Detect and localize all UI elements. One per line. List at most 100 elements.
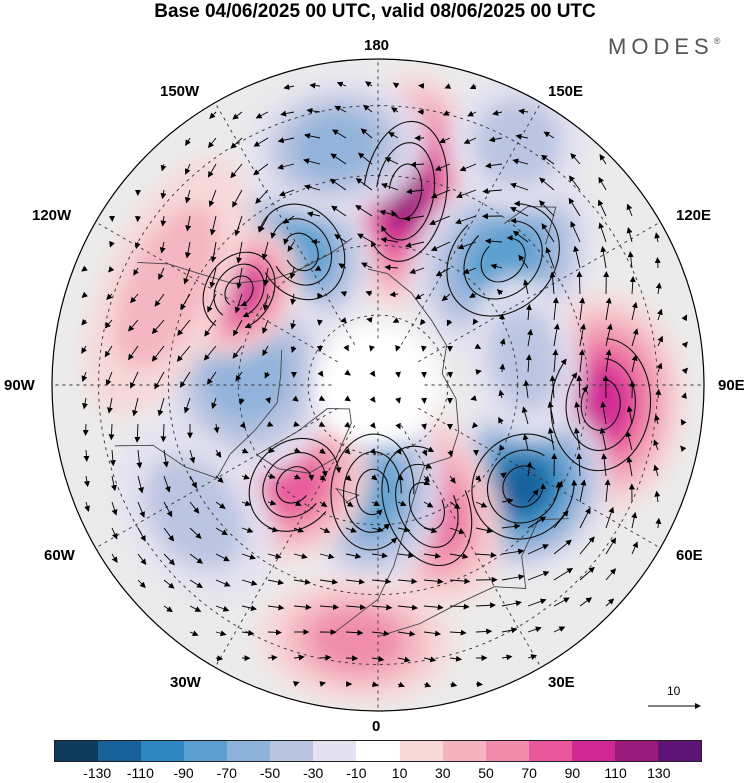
meridian-line bbox=[400, 425, 542, 668]
wind-arrow-icon bbox=[457, 241, 477, 250]
wind-arrow-icon bbox=[371, 552, 388, 559]
wind-arrow-icon bbox=[338, 263, 347, 270]
wind-arrow-icon bbox=[631, 301, 638, 321]
wind-arrow-icon bbox=[185, 137, 191, 146]
wind-arrow-icon bbox=[421, 345, 427, 352]
wind-arrow-icon bbox=[406, 188, 425, 195]
colorbar-tick-label: -130 bbox=[83, 765, 112, 781]
wind-arrow-icon bbox=[283, 84, 295, 90]
wind-arrow-icon bbox=[255, 111, 269, 119]
wind-arrow-icon bbox=[266, 421, 274, 427]
wind-arrow-icon bbox=[371, 500, 381, 506]
wind-arrow-icon bbox=[84, 501, 91, 512]
colorbar-tick-label: -10 bbox=[346, 765, 367, 781]
wind-arrow-icon bbox=[598, 176, 607, 191]
colorbar-tick-label: 90 bbox=[564, 765, 581, 781]
wind-arrow-icon bbox=[471, 421, 479, 429]
circulation bbox=[446, 200, 560, 317]
colorbar-cell bbox=[184, 741, 228, 761]
wind-arrow-icon bbox=[474, 343, 482, 350]
wind-arrow-icon bbox=[553, 626, 566, 633]
colorbar-tick-label: 50 bbox=[478, 765, 494, 781]
wind-arrow-icon bbox=[449, 527, 466, 535]
wind-arrow-icon bbox=[277, 163, 295, 170]
wind-arrow-icon bbox=[344, 421, 351, 428]
wind-arrow-icon bbox=[397, 630, 416, 637]
wind-arrow-icon bbox=[553, 480, 563, 503]
wind-arrow-icon bbox=[319, 604, 340, 611]
wind-arrow-icon bbox=[403, 215, 425, 222]
colorbar-cell bbox=[485, 741, 529, 761]
wind-arrow-icon bbox=[343, 344, 349, 352]
wind-arrow-icon bbox=[545, 246, 555, 269]
wind-arrow-icon bbox=[163, 527, 175, 542]
wind-arrow-icon bbox=[449, 501, 461, 510]
wind-arrow-icon bbox=[110, 475, 117, 492]
wind-arrow-icon bbox=[282, 215, 295, 224]
wind-arrow-icon bbox=[163, 579, 175, 589]
wind-arrow-icon bbox=[397, 500, 407, 507]
circulation bbox=[224, 275, 254, 307]
lon-label-60e: 60E bbox=[676, 547, 703, 564]
wind-arrow-icon bbox=[475, 369, 482, 375]
wind-arrow-icon bbox=[553, 510, 569, 529]
wind-arrow-icon bbox=[232, 189, 243, 208]
wind-arrow-icon bbox=[210, 241, 217, 263]
colorbar-cell bbox=[657, 741, 701, 761]
wind-arrow-icon bbox=[215, 605, 230, 612]
wind-arrow-icon bbox=[267, 579, 285, 586]
wind-arrow-icon bbox=[467, 110, 477, 117]
colorbar-tick-label: -50 bbox=[259, 765, 281, 781]
wind-arrow-icon bbox=[261, 241, 269, 260]
wind-arrow-icon bbox=[423, 578, 444, 585]
wind-arrow-icon bbox=[361, 262, 373, 269]
wind-arrow-icon bbox=[207, 137, 217, 149]
wind-arrow-icon bbox=[329, 178, 347, 191]
wind-arrow-icon bbox=[83, 475, 90, 488]
wind-arrow-icon bbox=[447, 371, 453, 378]
wind-arrow-icon bbox=[419, 318, 426, 326]
wind-arrow-icon bbox=[601, 453, 608, 477]
wind-arrow-icon bbox=[209, 111, 217, 120]
wind-arrow-icon bbox=[340, 317, 347, 323]
lon-label-30e: 30E bbox=[548, 674, 575, 691]
wind-arrow-icon bbox=[574, 401, 581, 425]
wind-arrow-icon bbox=[263, 267, 269, 287]
colorbar-cell bbox=[356, 741, 400, 761]
wind-arrow-icon bbox=[605, 506, 615, 529]
wind-arrow-icon bbox=[449, 629, 467, 636]
wind-arrow-icon bbox=[527, 571, 550, 581]
colorbar-tick-label: 130 bbox=[647, 765, 671, 781]
wind-arrow-icon bbox=[293, 553, 308, 560]
wind-arrow-icon bbox=[447, 449, 454, 458]
lon-label-150w: 150W bbox=[160, 83, 200, 100]
wind-arrow-icon bbox=[206, 371, 217, 385]
wind-arrow-icon bbox=[185, 241, 191, 259]
wind-arrow-icon bbox=[344, 395, 351, 402]
wind-arrow-icon bbox=[625, 430, 633, 451]
colorbar-tick-label: -110 bbox=[126, 765, 154, 781]
wind-arrow-icon bbox=[215, 501, 226, 509]
wind-arrow-icon bbox=[345, 629, 364, 636]
wind-arrow-icon bbox=[241, 447, 249, 454]
wind-arrow-icon bbox=[317, 319, 323, 326]
wind-arrow-icon bbox=[371, 578, 392, 585]
wind-arrow-icon bbox=[549, 375, 556, 399]
wind-arrow-icon bbox=[421, 397, 427, 404]
wind-arrow-icon bbox=[241, 605, 257, 612]
wind-arrow-icon bbox=[547, 401, 555, 425]
wind-arrow-icon bbox=[459, 163, 477, 172]
wind-arrow-icon bbox=[501, 574, 525, 581]
wind-arrow-icon bbox=[475, 527, 493, 534]
wind-arrow-icon bbox=[293, 654, 305, 661]
wind-arrow-icon bbox=[631, 354, 638, 373]
circulation bbox=[202, 251, 276, 329]
wind-arrow-icon bbox=[549, 271, 556, 295]
wind-arrow-icon bbox=[215, 475, 224, 483]
wind-arrow-icon bbox=[330, 153, 347, 165]
wind-arrow-icon bbox=[474, 475, 482, 482]
wind-arrow-icon bbox=[215, 579, 231, 587]
wind-arrow-icon bbox=[470, 395, 477, 401]
wind-arrow-icon bbox=[498, 416, 504, 425]
wind-arrow-icon bbox=[423, 475, 430, 483]
